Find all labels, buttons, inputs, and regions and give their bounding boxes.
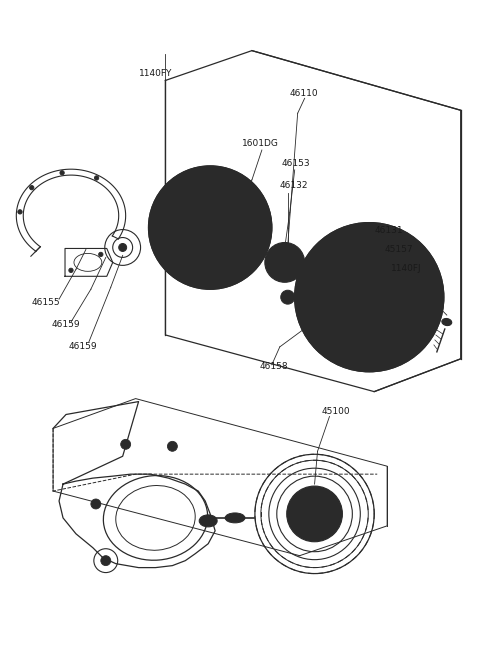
- Circle shape: [419, 305, 423, 309]
- Circle shape: [120, 440, 131, 449]
- Text: 46155: 46155: [31, 298, 60, 307]
- Text: 46153: 46153: [282, 159, 311, 168]
- Circle shape: [305, 504, 324, 524]
- Circle shape: [265, 242, 305, 283]
- Circle shape: [434, 294, 440, 300]
- Circle shape: [91, 499, 101, 509]
- Circle shape: [148, 166, 272, 289]
- Circle shape: [333, 236, 338, 242]
- Circle shape: [69, 268, 73, 273]
- Circle shape: [281, 290, 295, 304]
- Circle shape: [168, 442, 178, 451]
- Circle shape: [400, 353, 406, 359]
- Text: 45157: 45157: [384, 246, 413, 254]
- Text: 45100: 45100: [322, 407, 350, 417]
- Circle shape: [254, 196, 263, 204]
- Text: 46132: 46132: [280, 181, 308, 190]
- Text: 1140FJ: 1140FJ: [391, 264, 422, 273]
- Circle shape: [365, 293, 373, 301]
- Ellipse shape: [225, 513, 245, 523]
- Text: 46131: 46131: [374, 225, 403, 235]
- Circle shape: [333, 353, 338, 359]
- Circle shape: [309, 508, 321, 520]
- Circle shape: [60, 171, 64, 175]
- Circle shape: [332, 260, 407, 335]
- Circle shape: [400, 236, 406, 242]
- Circle shape: [164, 181, 247, 264]
- Text: 1140FY: 1140FY: [139, 70, 172, 78]
- Circle shape: [199, 217, 211, 229]
- Text: 46159: 46159: [51, 320, 80, 329]
- Ellipse shape: [199, 515, 217, 527]
- Circle shape: [101, 556, 111, 566]
- Text: 46158: 46158: [260, 362, 288, 371]
- Text: 46110: 46110: [290, 89, 318, 99]
- Ellipse shape: [442, 319, 452, 326]
- Circle shape: [295, 223, 444, 372]
- Circle shape: [30, 185, 34, 190]
- Circle shape: [119, 244, 127, 252]
- Circle shape: [98, 252, 103, 257]
- Circle shape: [409, 295, 433, 319]
- Circle shape: [287, 486, 342, 542]
- Circle shape: [299, 294, 305, 300]
- Circle shape: [158, 196, 166, 204]
- Circle shape: [95, 176, 99, 180]
- Circle shape: [351, 279, 387, 315]
- Circle shape: [178, 194, 233, 250]
- Ellipse shape: [201, 260, 229, 279]
- Circle shape: [312, 511, 317, 516]
- Circle shape: [18, 210, 22, 214]
- Circle shape: [360, 287, 379, 307]
- Text: 46159: 46159: [69, 342, 97, 351]
- Text: 1601DG: 1601DG: [242, 139, 279, 148]
- Circle shape: [193, 211, 217, 235]
- Circle shape: [279, 256, 291, 268]
- Circle shape: [206, 279, 214, 287]
